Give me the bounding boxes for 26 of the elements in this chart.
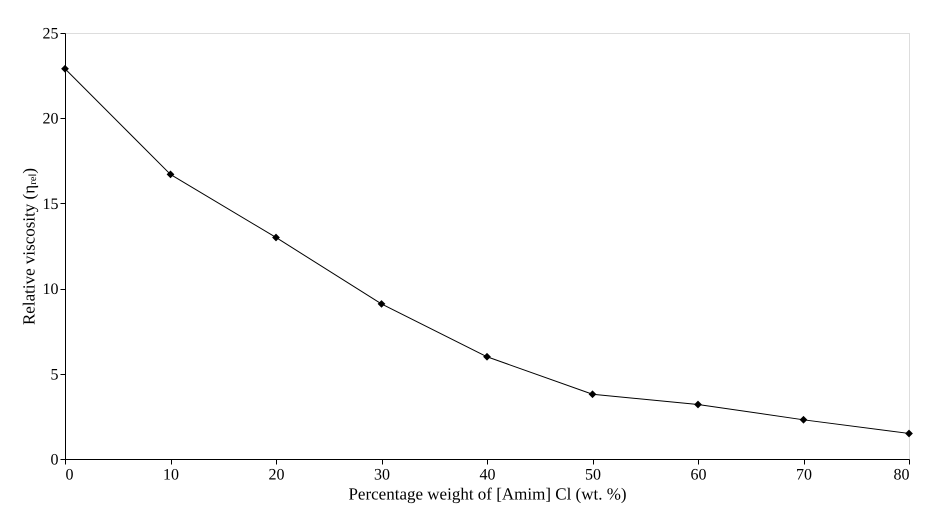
y-tick-label: 25	[42, 26, 58, 42]
point	[800, 416, 808, 424]
point	[61, 64, 69, 73]
x-axis-title: Percentage weight of [Amim] Cl (wt. %)	[348, 484, 627, 504]
y-tick-label: 20	[42, 110, 58, 128]
x-tick-label: 20	[268, 466, 284, 484]
y-axis-title: Relative viscosity (ηᵣₑₗ)	[20, 168, 38, 326]
y-tick-label: 15	[42, 196, 58, 213]
point	[905, 430, 913, 438]
x-tick-label: 40	[480, 466, 496, 484]
x-tick-label: 0	[66, 466, 74, 484]
point	[166, 170, 174, 178]
y-tick-label: 0	[50, 452, 58, 468]
point	[272, 234, 280, 242]
x-tick-label: 60	[690, 466, 706, 484]
point	[588, 390, 596, 398]
x-tick-label: 80	[894, 466, 910, 484]
y-tick-label: 10	[42, 281, 58, 298]
x-tick-label: 50	[585, 466, 601, 484]
y-tick-label: 5	[50, 366, 58, 384]
point	[694, 400, 702, 408]
x-tick-label: 70	[796, 466, 812, 484]
x-tick-label: 10	[163, 466, 179, 484]
point	[378, 300, 386, 308]
x-tick-label: 30	[374, 466, 390, 484]
point	[483, 352, 491, 361]
